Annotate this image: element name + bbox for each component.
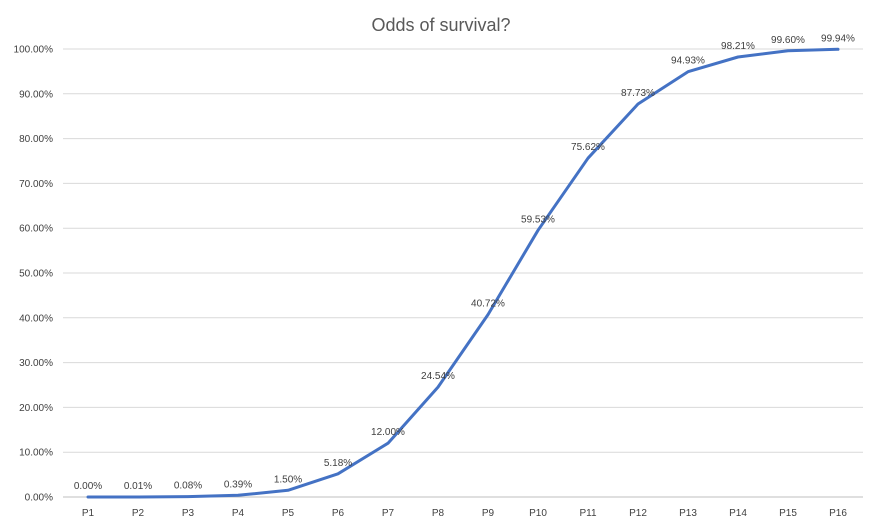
x-tick-label: P3 bbox=[182, 508, 195, 519]
x-tick-label: P7 bbox=[382, 508, 395, 519]
data-label: 0.01% bbox=[124, 481, 152, 492]
data-label: 99.60% bbox=[771, 35, 805, 46]
y-tick-label: 80.00% bbox=[19, 134, 53, 145]
y-tick-label: 20.00% bbox=[19, 403, 53, 414]
x-tick-label: P6 bbox=[332, 508, 345, 519]
x-tick-label: P1 bbox=[82, 508, 95, 519]
y-tick-label: 30.00% bbox=[19, 358, 53, 369]
x-tick-label: P15 bbox=[779, 508, 797, 519]
y-tick-label: 70.00% bbox=[19, 179, 53, 190]
gridlines bbox=[63, 48, 863, 498]
data-label: 98.21% bbox=[721, 41, 755, 52]
x-tick-label: P16 bbox=[829, 508, 847, 519]
y-axis-ticks: 0.00% 10.00% 20.00% 30.00% 40.00% 50.00% 60.00… bbox=[14, 45, 54, 504]
x-tick-label: P13 bbox=[679, 508, 697, 519]
y-tick-label: 0.00% bbox=[25, 493, 53, 504]
data-labels: 0.00% 0.01% 0.08% 0.39% 1.50% 5.18% 12.00% 24.5… bbox=[74, 33, 855, 492]
data-label: 99.94% bbox=[821, 33, 855, 44]
data-label: 87.73% bbox=[621, 88, 655, 99]
data-label: 5.18% bbox=[324, 458, 352, 469]
x-tick-label: P11 bbox=[579, 508, 596, 519]
chart-title: Odds of survival? bbox=[371, 15, 510, 35]
data-label: 40.72% bbox=[471, 299, 505, 310]
y-tick-label: 50.00% bbox=[19, 269, 53, 280]
x-tick-label: P8 bbox=[432, 508, 445, 519]
data-label: 0.00% bbox=[74, 481, 102, 492]
x-tick-label: P5 bbox=[282, 508, 295, 519]
data-label: 0.08% bbox=[174, 481, 202, 492]
x-tick-label: P14 bbox=[729, 508, 747, 519]
data-label: 12.00% bbox=[371, 427, 405, 438]
x-tick-label: P2 bbox=[132, 508, 145, 519]
y-tick-label: 10.00% bbox=[19, 448, 53, 459]
data-label: 75.62% bbox=[571, 142, 605, 153]
y-tick-label: 60.00% bbox=[19, 224, 53, 235]
data-label: 24.54% bbox=[421, 371, 455, 382]
x-tick-label: P9 bbox=[482, 508, 495, 519]
series-line bbox=[86, 47, 840, 499]
x-tick-label: P4 bbox=[232, 508, 245, 519]
data-label: 94.93% bbox=[671, 56, 705, 67]
y-tick-label: 90.00% bbox=[19, 89, 53, 100]
x-axis-ticks: P1 P2 P3 P4 P5 P6 P7 P8 P9 P10 P11 P12 P13 P14 P15 P16 bbox=[82, 508, 847, 519]
y-tick-label: 100.00% bbox=[14, 45, 54, 56]
data-label: 59.53% bbox=[521, 214, 555, 225]
x-tick-label: P10 bbox=[529, 508, 547, 519]
data-label: 1.50% bbox=[274, 474, 302, 485]
series-layer bbox=[86, 47, 840, 499]
y-tick-label: 40.00% bbox=[19, 313, 53, 324]
data-label: 0.39% bbox=[224, 479, 252, 490]
x-tick-label: P12 bbox=[629, 508, 647, 519]
